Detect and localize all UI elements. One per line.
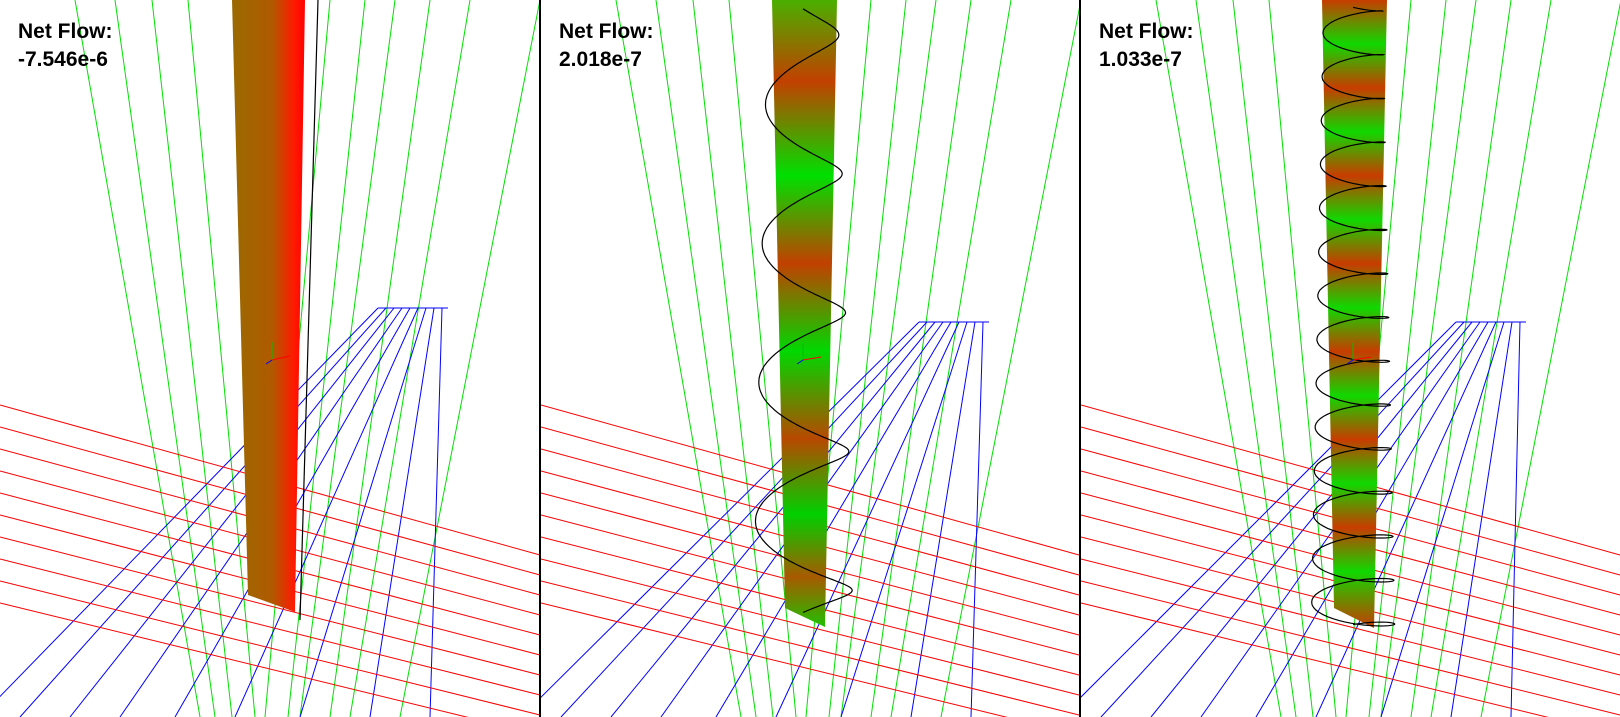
net-flow-label-1: Net Flow: -7.546e-6 <box>18 18 113 74</box>
green-grid-line <box>1410 0 1512 717</box>
blue-grid-line <box>69 307 395 717</box>
tube-edge-line <box>299 0 319 621</box>
green-grid-line <box>74 0 201 717</box>
axis-gizmo-3 <box>1346 343 1372 365</box>
blue-grid-line <box>541 321 920 698</box>
net-flow-value: 2.018e-7 <box>559 48 642 71</box>
green-grid-line <box>1155 0 1282 717</box>
blue-grid-line <box>715 321 952 717</box>
blue-grid-line <box>610 321 936 717</box>
net-flow-title: Net Flow: <box>18 20 113 43</box>
flow-tube-2 <box>772 0 837 627</box>
green-grid-line <box>1380 0 1477 717</box>
green-grid-line <box>329 0 431 717</box>
blue-grid-line <box>1100 321 1465 717</box>
red-grid-line <box>541 580 1079 716</box>
blue-grid-line <box>234 307 419 717</box>
green-grid-line <box>870 0 972 717</box>
scene-1 <box>0 0 540 717</box>
flow-tube-1 <box>232 0 305 612</box>
blue-grid-line <box>19 307 387 717</box>
green-grid-line <box>940 7 1079 717</box>
green-grid-line <box>1430 0 1552 717</box>
green-grid-line <box>299 0 396 717</box>
green-grid-line <box>114 0 216 717</box>
blue-grid-line <box>429 307 443 717</box>
blue-grid-line <box>970 321 984 717</box>
red-grid-line <box>0 558 540 696</box>
blue-grid-line <box>560 321 928 717</box>
blue-grid-line <box>299 307 427 717</box>
red-grid-line <box>541 602 1008 717</box>
green-grid-line <box>828 0 907 717</box>
green-grid-line <box>1368 0 1447 717</box>
red-grid-line <box>0 602 469 717</box>
green-grid-line <box>1232 0 1314 717</box>
blue-grid-line <box>369 307 435 717</box>
wire-grid-2 <box>541 0 1079 717</box>
green-grid-line <box>655 0 757 717</box>
net-flow-title: Net Flow: <box>559 20 654 43</box>
blue-grid-line <box>1150 321 1473 717</box>
flow-tube-3 <box>1322 0 1387 628</box>
flow-helix-2 <box>754 8 853 614</box>
flow-helix-3 <box>1311 6 1396 627</box>
blue-grid-line <box>910 321 976 717</box>
green-grid-line <box>890 0 1012 717</box>
blue-grid-line <box>775 321 960 717</box>
green-grid-line <box>1480 2 1620 717</box>
panel-divider-1 <box>539 0 541 717</box>
blue-grid-line <box>840 321 968 717</box>
net-flow-value: 1.033e-7 <box>1099 48 1182 71</box>
blue-grid-line <box>1081 321 1457 698</box>
red-grid-line <box>1081 602 1549 717</box>
blue-grid-line <box>1450 321 1513 717</box>
green-grid-line <box>615 0 742 717</box>
green-grid-line <box>399 0 540 717</box>
render-panel-2: Net Flow: 2.018e-7 <box>541 0 1079 717</box>
blue-grid-line <box>1510 321 1521 717</box>
axis-gizmo-2 <box>796 343 822 365</box>
green-grid-line <box>692 0 774 717</box>
green-grid-line <box>840 0 937 717</box>
blue-grid-line <box>1380 321 1505 717</box>
wire-grid-3 <box>1081 0 1620 717</box>
red-grid-line <box>1081 558 1620 696</box>
panel-divider-2 <box>1079 0 1081 717</box>
red-grid-line <box>0 536 540 676</box>
net-flow-value: -7.546e-6 <box>18 48 108 71</box>
green-grid-line <box>1268 0 1337 717</box>
red-grid-line <box>541 558 1079 696</box>
net-flow-label-2: Net Flow: 2.018e-7 <box>559 18 654 74</box>
green-grid-line <box>151 0 233 717</box>
render-panel-1: Net Flow: -7.546e-6 <box>0 0 540 717</box>
red-grid-line <box>1081 580 1620 716</box>
red-grid-line <box>0 580 540 716</box>
scene-3 <box>1081 0 1620 717</box>
axis-gizmo-1 <box>265 342 291 365</box>
green-grid-line <box>1195 0 1297 717</box>
net-flow-title: Net Flow: <box>1099 20 1194 43</box>
scene-2 <box>541 0 1079 717</box>
net-flow-label-3: Net Flow: 1.033e-7 <box>1099 18 1194 74</box>
blue-grid-line <box>1315 321 1497 717</box>
blue-grid-line <box>0 307 379 698</box>
render-panel-3: Net Flow: 1.033e-7 <box>1081 0 1620 717</box>
